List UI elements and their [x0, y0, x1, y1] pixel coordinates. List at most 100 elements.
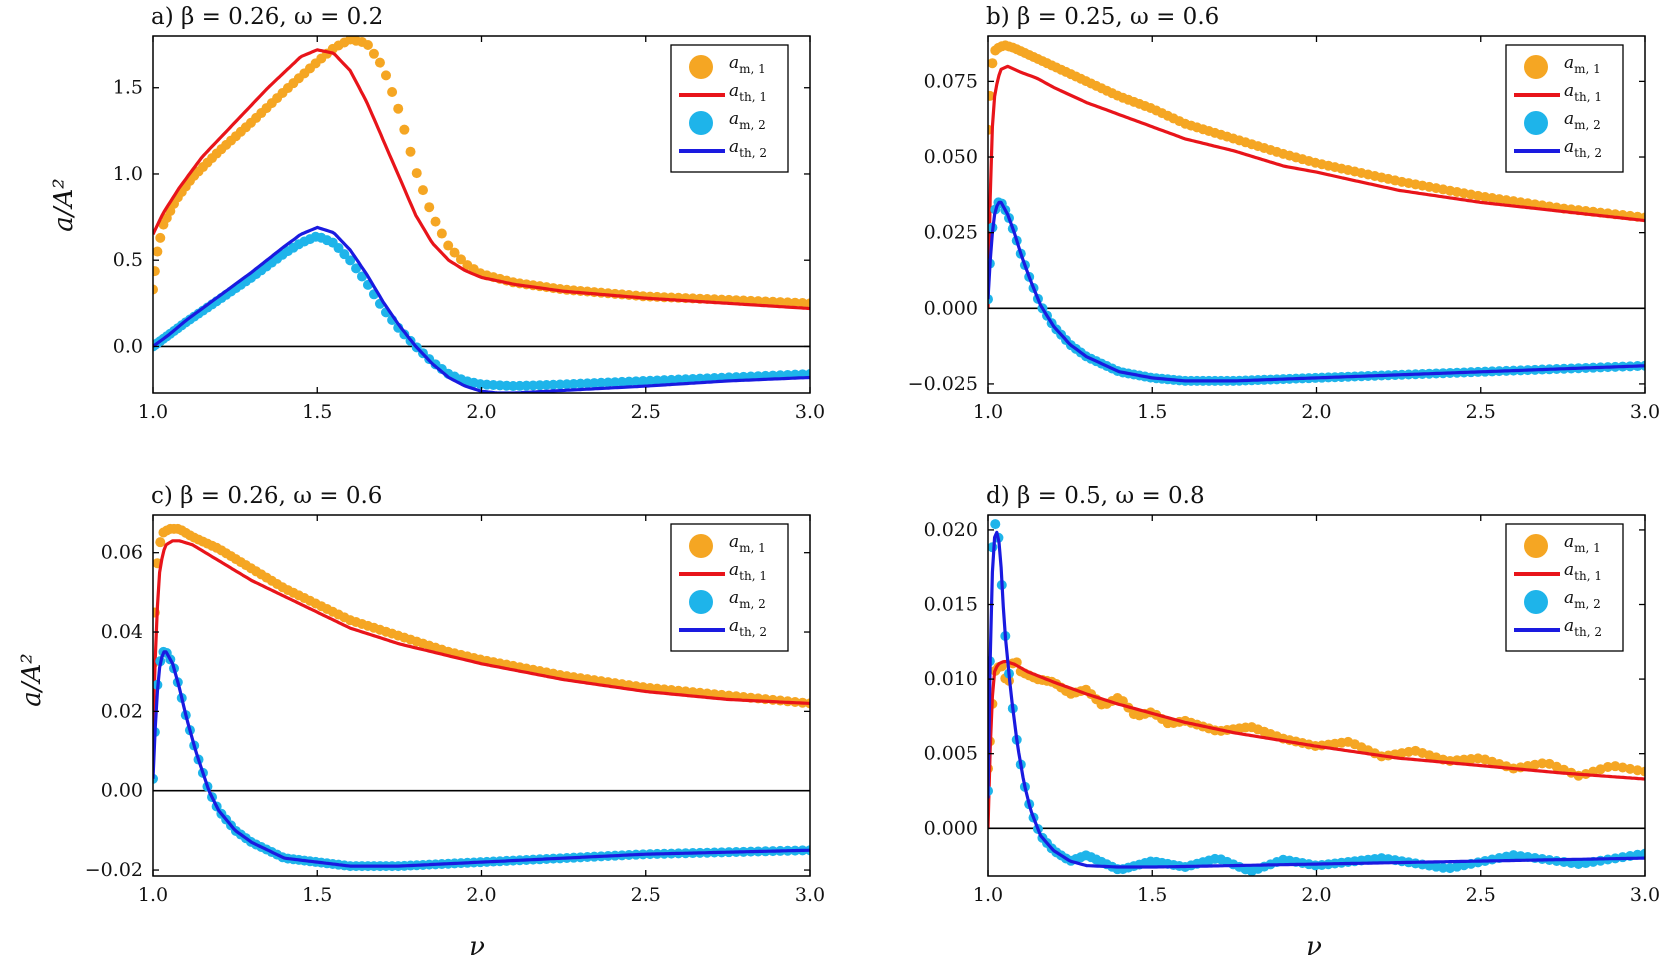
- x-tick-label: 3.0: [795, 884, 825, 906]
- data-point: [760, 296, 771, 307]
- data-point: [790, 297, 801, 308]
- panel-title: b) β = 0.25, ω = 0.6: [986, 4, 1219, 30]
- legend-marker: [1524, 111, 1548, 135]
- xlabel-right: ν: [1306, 932, 1322, 958]
- y-tick-label: 0.06: [101, 542, 143, 564]
- data-point: [405, 146, 416, 157]
- plot-area: [153, 523, 810, 872]
- x-tick-label: 1.5: [302, 884, 332, 906]
- x-tick-label: 3.0: [795, 401, 825, 423]
- y-tick-label: 0.00: [101, 780, 143, 802]
- data-point: [449, 247, 460, 258]
- series-line-a-th-1: [988, 659, 1645, 829]
- data-point: [387, 87, 398, 98]
- data-point: [443, 240, 454, 251]
- panel-b: b) β = 0.25, ω = 0.6 −0.025 0.000 0.025 0.05…: [908, 4, 1660, 423]
- series-a-m-1: [988, 657, 1645, 781]
- x-tick-label: 2.0: [466, 401, 496, 423]
- panel-a: a) β = 0.26, ω = 0.2 0.0 0.5 1.0 1.5 1.0 1.5 2.…: [113, 4, 825, 423]
- series-line-a-th-1: [988, 64, 1645, 309]
- data-point: [988, 58, 998, 69]
- plot-area: [988, 40, 1645, 386]
- legend-marker: [1524, 55, 1548, 79]
- data-point: [1632, 765, 1643, 776]
- panel-c: c) β = 0.26, ω = 0.6 −0.02 0.00 0.02 0.04 0.0…: [85, 483, 825, 906]
- x-tick-label: 1.0: [973, 884, 1003, 906]
- data-point: [659, 375, 670, 386]
- data-point: [381, 70, 392, 81]
- data-point: [399, 124, 410, 135]
- data-point: [617, 376, 628, 387]
- data-point: [623, 376, 634, 387]
- y-tick-label: 0.000: [924, 297, 978, 319]
- data-point: [1610, 761, 1621, 772]
- data-point: [631, 376, 642, 387]
- data-point: [1602, 761, 1613, 772]
- x-tick-label: 2.0: [1301, 401, 1331, 423]
- data-point: [767, 296, 778, 307]
- data-point: [1537, 758, 1548, 769]
- data-point: [1625, 763, 1636, 774]
- y-tick-label: 1.5: [113, 77, 143, 99]
- data-point: [393, 103, 404, 114]
- x-tick-label: 3.0: [1630, 401, 1660, 423]
- data-point: [1617, 762, 1628, 773]
- y-tick-label: 0.005: [924, 743, 978, 765]
- x-tick-label: 2.0: [1301, 884, 1331, 906]
- ylabel-bottom: a/A²: [17, 653, 47, 706]
- ylabel-top: a/A²: [49, 178, 79, 231]
- data-point: [638, 376, 649, 387]
- x-tick-label: 1.0: [138, 884, 168, 906]
- xlabel-left: ν: [469, 932, 485, 958]
- data-point: [153, 266, 160, 277]
- data-point: [645, 375, 656, 386]
- series-line-a-th-2: [153, 225, 810, 393]
- x-tick-label: 3.0: [1630, 884, 1660, 906]
- data-point: [368, 48, 379, 59]
- data-point: [362, 39, 373, 50]
- series-a-m-2: [988, 197, 1645, 386]
- x-tick-label: 1.5: [302, 401, 332, 423]
- y-tick-label: 0.050: [924, 146, 978, 168]
- data-point: [666, 374, 677, 385]
- series-line-a-th-2: [988, 200, 1645, 383]
- data-point: [1573, 858, 1584, 869]
- y-tick-label: 0.025: [924, 222, 978, 244]
- y-tick-label: 0.020: [924, 519, 978, 541]
- y-tick-label: −0.02: [85, 859, 143, 881]
- y-tick-label: 0.0: [113, 335, 143, 357]
- legend-marker: [689, 111, 713, 135]
- legend-marker: [689, 590, 713, 614]
- x-tick-label: 1.5: [1137, 884, 1167, 906]
- legend-marker: [689, 55, 713, 79]
- data-point: [436, 228, 447, 239]
- series-line-a-th-2: [153, 650, 810, 868]
- series-a-m-1: [153, 523, 810, 709]
- y-tick-label: 0.5: [113, 249, 143, 271]
- y-tick-label: −0.025: [908, 373, 978, 395]
- y-tick-label: 0.075: [924, 70, 978, 92]
- y-tick-label: 0.02: [101, 700, 143, 722]
- data-point: [652, 375, 663, 386]
- legend-marker: [1524, 534, 1548, 558]
- data-point: [1640, 848, 1645, 859]
- data-point: [782, 297, 793, 308]
- legend-label: am, 1: [1564, 532, 1601, 555]
- data-point: [424, 202, 435, 213]
- data-point: [417, 185, 428, 196]
- series-a-m-2: [153, 231, 810, 392]
- y-tick-label: 0.010: [924, 668, 978, 690]
- x-tick-label: 2.5: [631, 884, 661, 906]
- panel-title: c) β = 0.26, ω = 0.6: [151, 483, 382, 509]
- x-tick-label: 1.0: [138, 401, 168, 423]
- panel-title: d) β = 0.5, ω = 0.8: [986, 483, 1205, 509]
- data-point: [153, 284, 158, 295]
- data-point: [374, 57, 385, 68]
- x-tick-label: 1.5: [1137, 401, 1167, 423]
- data-point: [680, 374, 691, 385]
- data-point: [1640, 766, 1645, 777]
